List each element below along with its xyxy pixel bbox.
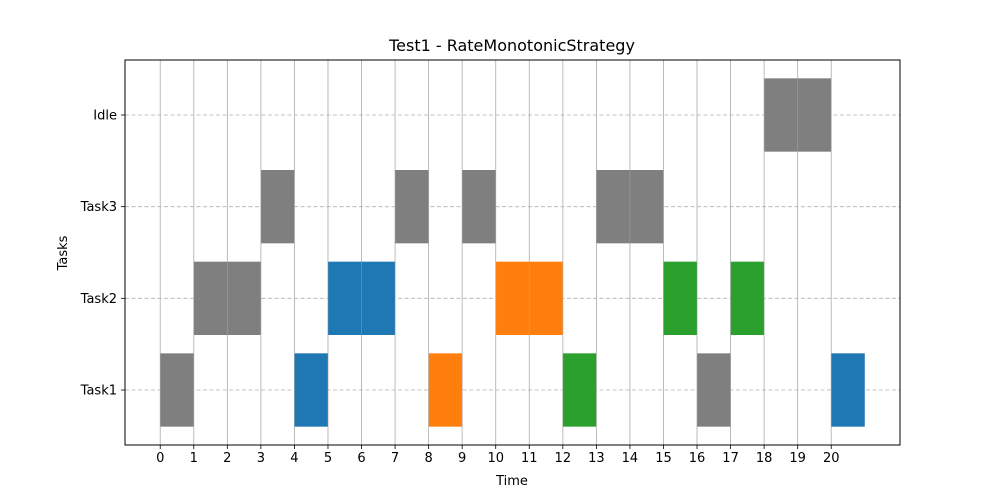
bar-task1-16	[697, 353, 731, 427]
x-tick-label: 2	[223, 451, 231, 466]
y-axis-label: Tasks	[56, 235, 71, 271]
x-tick-label: 1	[190, 451, 198, 466]
x-tick-label: 13	[588, 451, 605, 466]
task-bars	[160, 78, 865, 427]
x-tick-label: 16	[689, 451, 706, 466]
x-tick-label: 15	[655, 451, 672, 466]
y-tick-label: Task1	[80, 384, 117, 399]
x-tick-label: 5	[324, 451, 332, 466]
bar-task1-4	[294, 353, 328, 427]
bar-idle-18	[764, 78, 798, 152]
x-tick-label: 6	[357, 451, 365, 466]
x-tick-label: 17	[722, 451, 739, 466]
bar-task1-20	[831, 353, 865, 427]
x-tick-label: 9	[458, 451, 466, 466]
bar-task1-12	[562, 353, 597, 427]
x-tick-label: 18	[756, 451, 773, 466]
x-tick-label: 4	[290, 451, 298, 466]
x-tick-label: 0	[156, 451, 164, 466]
bar-task3-13	[596, 170, 630, 244]
bar-task2-17	[730, 261, 765, 335]
y-tick-label: Idle	[93, 109, 117, 124]
bar-task2-6	[361, 261, 396, 335]
x-tick-label: 19	[789, 451, 806, 466]
x-tick-label: 11	[521, 451, 538, 466]
x-tick-label: 14	[622, 451, 639, 466]
x-tick-label: 20	[823, 451, 840, 466]
chart-title: Test1 - RateMonotonicStrategy	[388, 36, 635, 55]
bar-task3-14	[629, 170, 664, 244]
bar-task2-5	[327, 261, 362, 335]
bar-task3-9	[462, 170, 496, 244]
bar-task2-10	[495, 261, 530, 335]
axes: 0 1 2 3 4 5 6 7 8 9 10 11 12 13 14 15 16 17 18 19 20Task1Tas…	[80, 59, 901, 466]
bar-task2-11	[529, 261, 563, 335]
bar-task2-2	[227, 261, 261, 335]
y-tick-label: Task2	[80, 292, 117, 307]
x-tick-label: 10	[487, 451, 504, 466]
bar-task1-8	[428, 353, 463, 427]
bar-task3-7	[395, 170, 429, 244]
x-tick-label: 8	[424, 451, 432, 466]
plot-frame	[124, 59, 901, 446]
bar-task1-0	[160, 353, 194, 427]
x-tick-label: 3	[257, 451, 265, 466]
x-tick-label: 7	[391, 451, 399, 466]
bar-task2-1	[193, 261, 228, 335]
bar-idle-19	[797, 78, 832, 152]
x-tick-label: 12	[555, 451, 572, 466]
y-tick-label: Task3	[80, 200, 117, 215]
bar-task3-3	[260, 170, 295, 244]
x-axis-label: Time	[495, 474, 528, 489]
bar-task2-15	[663, 261, 698, 335]
